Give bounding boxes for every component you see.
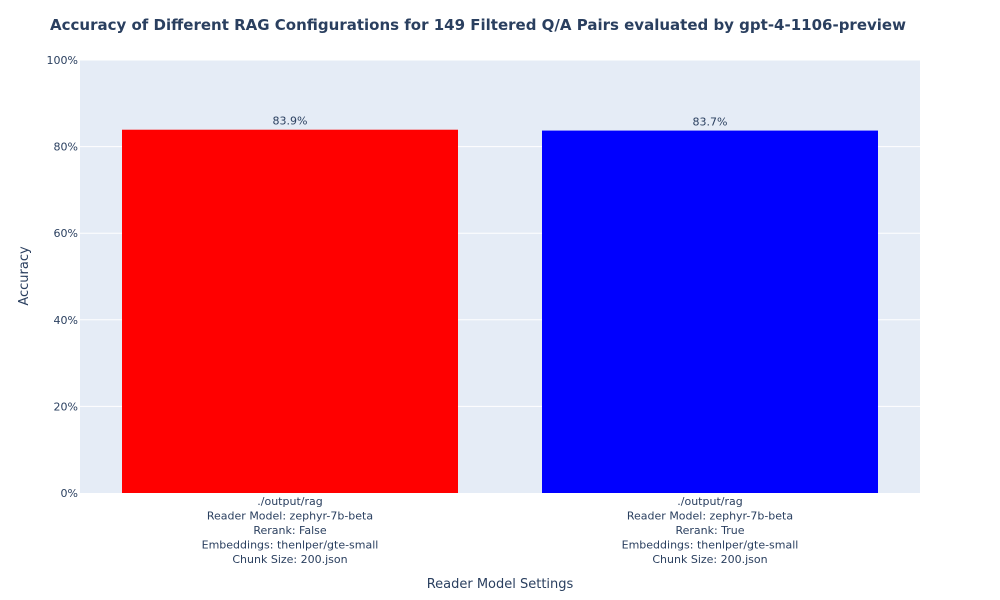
- y-tick-label: 60%: [54, 227, 78, 240]
- y-tick-label: 40%: [54, 314, 78, 327]
- x-tick-label-line: ./output/rag: [677, 495, 742, 508]
- x-tick-label-line: Embeddings: thenlper/gte-small: [622, 539, 799, 552]
- bar: [122, 129, 458, 493]
- y-tick-label: 0%: [61, 487, 78, 500]
- x-axis-ticks: ./output/rag Reader Model: zephyr-7b-beta…: [202, 495, 799, 566]
- y-tick-label: 80%: [54, 141, 78, 154]
- y-tick-label: 20%: [54, 400, 78, 413]
- x-tick-label-line: Embeddings: thenlper/gte-small: [202, 539, 379, 552]
- chart-title: Accuracy of Different RAG Configurations…: [50, 16, 906, 34]
- x-axis-title: Reader Model Settings: [427, 577, 574, 592]
- bar: [542, 130, 878, 494]
- y-axis-title: Accuracy: [17, 246, 32, 306]
- x-tick-label-line: Reader Model: zephyr-7b-beta: [627, 510, 793, 523]
- y-axis-ticks: 0% 20% 40% 60% 80% 100%: [47, 54, 78, 500]
- bar-value-label: 83.9%: [273, 115, 308, 128]
- bars: [122, 129, 878, 494]
- x-tick-label-line: Rerank: True: [675, 524, 744, 537]
- x-tick-label-line: Rerank: False: [253, 524, 327, 537]
- x-tick-label-line: Reader Model: zephyr-7b-beta: [207, 510, 373, 523]
- x-tick-label: ./output/rag Reader Model: zephyr-7b-beta…: [202, 495, 379, 566]
- y-tick-label: 100%: [47, 54, 78, 67]
- data-labels: 83.9% 83.7%: [273, 115, 728, 129]
- x-tick-label-line: ./output/rag: [257, 495, 322, 508]
- x-tick-label-line: Chunk Size: 200.json: [652, 553, 767, 566]
- x-tick-label: ./output/rag Reader Model: zephyr-7b-beta…: [622, 495, 799, 566]
- x-tick-label-line: Chunk Size: 200.json: [232, 553, 347, 566]
- bar-value-label: 83.7%: [693, 116, 728, 129]
